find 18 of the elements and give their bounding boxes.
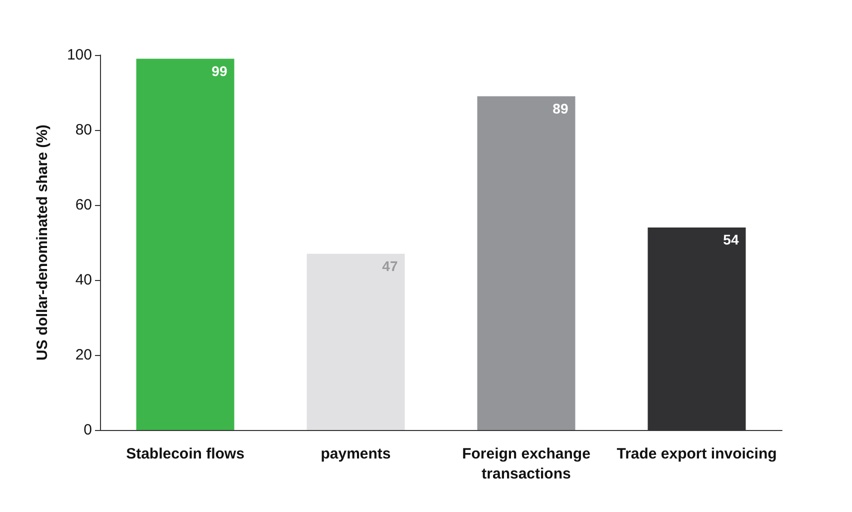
y-tick-label: 20 — [75, 346, 92, 364]
bar — [136, 58, 234, 430]
bar — [306, 254, 405, 430]
y-tick-label: 0 — [84, 422, 92, 438]
data-label: 47 — [382, 258, 398, 274]
y-tick-label: 100 — [66, 46, 92, 64]
bar — [477, 96, 576, 430]
data-label: 89 — [552, 100, 568, 116]
x-tick-label: payments — [320, 446, 391, 462]
y-tick-label: 60 — [75, 196, 92, 214]
y-axis-title: US dollar-denominated share (%) — [34, 124, 51, 360]
x-tick-label: Foreign exchange transactions — [462, 446, 590, 482]
x-tick-label: Trade export invoicing — [616, 446, 777, 462]
data-label: 54 — [723, 232, 739, 248]
data-label: 99 — [212, 62, 228, 79]
y-tick-label: 40 — [75, 272, 92, 288]
x-tick-label: Stablecoin flows — [126, 446, 244, 462]
y-tick-label: 80 — [75, 122, 92, 138]
